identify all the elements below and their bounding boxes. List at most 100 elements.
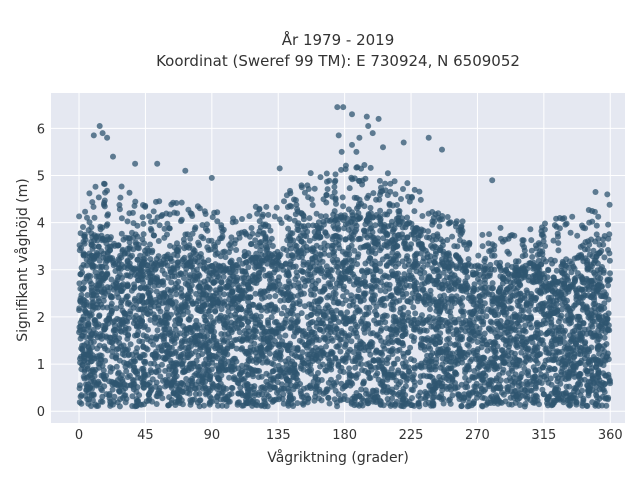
data-point: [88, 284, 95, 291]
data-point: [183, 376, 190, 382]
data-point: [189, 327, 196, 334]
data-point: [252, 264, 259, 271]
data-point: [309, 339, 316, 346]
data-point: [115, 370, 121, 377]
data-point: [333, 307, 340, 314]
data-point: [251, 340, 258, 347]
data-point: [381, 282, 388, 289]
data-point: [534, 360, 541, 367]
data-point: [245, 318, 251, 325]
data-point: [351, 247, 358, 254]
data-point: [224, 319, 230, 326]
data-point: [528, 387, 535, 394]
data-point: [538, 371, 545, 378]
data-point: [424, 316, 431, 323]
data-point: [276, 333, 283, 340]
data-point: [274, 341, 281, 348]
data-point: [298, 291, 305, 298]
data-point: [321, 240, 328, 247]
data-point: [559, 365, 566, 372]
data-point: [566, 320, 573, 327]
data-point: [566, 383, 573, 390]
data-point: [377, 320, 384, 327]
data-point: [574, 292, 581, 299]
data-point: [536, 321, 543, 328]
data-point: [261, 294, 268, 301]
data-point: [192, 322, 199, 329]
data-point: [579, 294, 586, 301]
data-point: [314, 298, 321, 304]
data-point: [81, 302, 88, 309]
data-point: [159, 395, 166, 402]
data-point: [188, 336, 195, 342]
data-points: [76, 104, 614, 410]
data-point: [342, 236, 349, 243]
data-point: [96, 312, 103, 319]
data-point: [221, 291, 228, 298]
data-point: [196, 397, 203, 404]
data-point: [532, 392, 539, 399]
data-point: [584, 277, 591, 284]
data-point: [601, 254, 608, 261]
data-point: [367, 225, 374, 232]
data-point: [572, 339, 579, 346]
data-point: [171, 374, 178, 381]
data-point: [300, 276, 306, 282]
data-point: [560, 391, 567, 398]
data-point: [311, 397, 318, 404]
data-point: [280, 291, 287, 298]
data-point: [519, 392, 526, 399]
data-point: [484, 347, 491, 354]
data-point: [381, 368, 387, 374]
data-point: [437, 349, 444, 356]
data-point: [217, 360, 224, 367]
data-point: [330, 299, 337, 306]
data-point: [565, 401, 572, 408]
data-point: [211, 268, 218, 275]
data-point: [367, 363, 374, 370]
data-point: [345, 226, 352, 233]
data-point: [499, 280, 506, 287]
data-point: [144, 262, 150, 269]
data-point: [506, 298, 513, 305]
data-point: [320, 328, 327, 335]
data-point: [203, 317, 209, 324]
data-point: [364, 398, 371, 404]
chart-title-line-1: År 1979 - 2019: [282, 30, 395, 49]
data-point: [116, 340, 123, 347]
data-point: [488, 355, 495, 362]
data-point: [274, 349, 281, 356]
data-point: [598, 319, 605, 326]
data-point: [159, 279, 166, 286]
data-point: [110, 259, 117, 266]
data-point: [427, 345, 434, 352]
data-point: [478, 360, 485, 367]
data-point: [581, 376, 588, 383]
data-point: [76, 385, 83, 392]
data-point: [481, 330, 488, 337]
data-point: [485, 400, 491, 407]
data-point: [376, 359, 383, 366]
data-point: [395, 260, 402, 267]
data-point: [153, 335, 159, 342]
data-point: [279, 325, 285, 332]
data-point: [212, 308, 219, 315]
data-point: [173, 291, 180, 298]
data-point: [181, 338, 188, 345]
data-point: [267, 326, 274, 333]
data-point: [246, 392, 253, 399]
data-point: [228, 340, 235, 347]
data-point: [316, 263, 323, 270]
data-point: [331, 382, 338, 389]
data-point: [84, 316, 91, 322]
data-point: [384, 376, 391, 383]
data-point: [166, 402, 173, 408]
data-point: [571, 327, 578, 334]
data-point: [82, 322, 89, 328]
data-point: [435, 268, 442, 275]
data-point: [430, 400, 437, 407]
data-point: [370, 357, 377, 364]
data-point: [512, 361, 519, 368]
data-point: [216, 376, 223, 383]
data-point: [243, 361, 250, 368]
